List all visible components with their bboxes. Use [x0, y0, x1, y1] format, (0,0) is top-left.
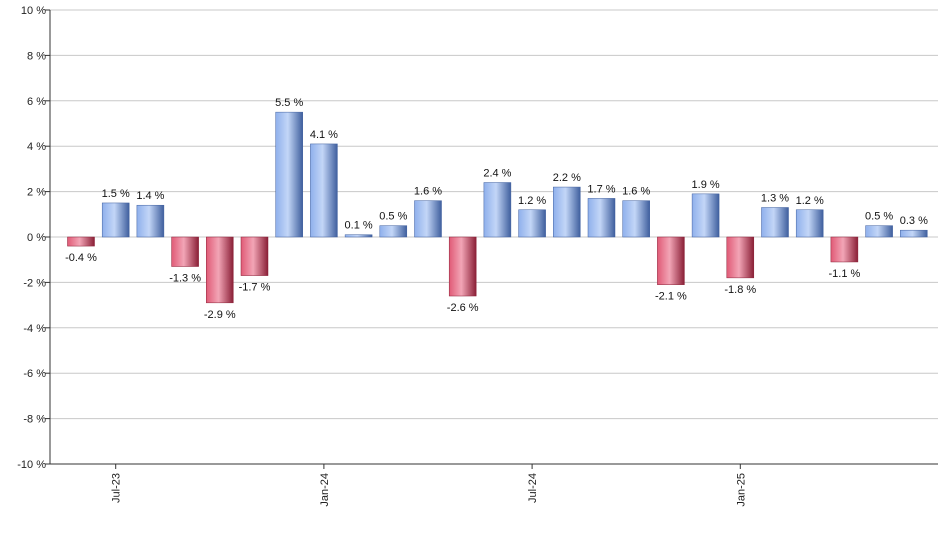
y-tick-label: -4 % [23, 323, 46, 335]
bar-nov-23 [240, 236, 269, 276]
x-tick-label: Jul-23 [111, 473, 123, 503]
data-label: 0.3 % [900, 215, 928, 227]
bar-sep-23 [171, 236, 199, 267]
y-tick-label: -8 % [23, 414, 46, 426]
x-tick-label: Jan-24 [319, 473, 331, 507]
bar-oct-24 [622, 200, 650, 238]
data-labels: -0.4 % 1.5 % 1.4 % -1.3 % -2.9 % -1.7 % 5.5 % 4… [65, 97, 928, 321]
bar-jun-24 [483, 182, 512, 238]
data-label: 1.3 % [761, 192, 789, 204]
bar-jul-24 [518, 209, 546, 238]
data-label: 4.1 % [310, 129, 338, 141]
x-tick-label: Jan-25 [735, 473, 747, 507]
x-tick-label: Jul-24 [527, 473, 539, 503]
bar-nov-24 [657, 236, 685, 285]
bar-jan-25 [726, 236, 755, 279]
data-label: 0.5 % [865, 211, 893, 223]
y-tick-label: 2 % [27, 187, 46, 199]
bar-feb-24 [344, 234, 373, 238]
bar-oct-23 [206, 236, 234, 304]
y-tick-label: 10 % [21, 5, 46, 17]
data-label: 0.5 % [379, 211, 407, 223]
y-axis-ticks: 10 % 8 % 6 % 4 % 2 % 0 % -2 % -4 % -6 % -8 % -10 % [17, 5, 50, 471]
data-label: 1.4 % [136, 190, 164, 202]
bar-jul-23 [101, 202, 130, 238]
bar-jun-25 [900, 229, 928, 238]
data-label: -1.1 % [829, 268, 861, 280]
data-label: 2.4 % [483, 168, 511, 180]
bar-sep-24 [587, 198, 616, 238]
data-label: 1.7 % [587, 183, 615, 195]
bar-aug-23 [136, 204, 165, 238]
data-label: 1.6 % [622, 186, 650, 198]
data-label: -2.9 % [204, 309, 236, 321]
y-tick-label: -10 % [17, 459, 46, 471]
bar-jan-24 [310, 143, 338, 238]
x-axis-ticks: Jul-23 Jan-24 Jul-24 Jan-25 [111, 464, 747, 507]
bar-apr-25 [830, 236, 859, 263]
bar-mar-25 [795, 209, 824, 238]
bar-dec-24 [691, 193, 720, 238]
data-label: 1.5 % [102, 188, 130, 200]
y-tick-label: 0 % [27, 232, 46, 244]
bar-may-24 [448, 236, 477, 297]
bar-may-25 [865, 225, 893, 238]
data-label: 1.6 % [414, 186, 442, 198]
data-label: 0.1 % [345, 220, 373, 232]
axes [49, 10, 938, 465]
bar-dec-23 [275, 111, 303, 238]
bar-jun-23 [67, 236, 95, 247]
bar-mar-24 [379, 225, 408, 238]
data-label: 5.5 % [275, 97, 303, 109]
bar-aug-24 [553, 186, 581, 238]
data-label: 2.2 % [553, 172, 581, 184]
y-tick-label: -2 % [23, 277, 46, 289]
data-label: -1.7 % [239, 282, 271, 294]
bars [67, 111, 928, 304]
data-label: 1.9 % [692, 179, 720, 191]
data-label: -1.8 % [724, 284, 756, 296]
y-tick-label: -6 % [23, 368, 46, 380]
y-tick-label: 8 % [27, 50, 46, 62]
data-label: 1.2 % [518, 195, 546, 207]
data-label: -0.4 % [65, 252, 97, 264]
bar-apr-24 [414, 200, 442, 238]
bar-feb-25 [761, 207, 789, 238]
y-tick-label: 4 % [27, 141, 46, 153]
data-label: -1.3 % [169, 273, 201, 285]
data-label: -2.6 % [447, 302, 479, 314]
data-label: -2.1 % [655, 291, 687, 303]
data-label: 1.2 % [796, 195, 824, 207]
y-tick-label: 6 % [27, 96, 46, 108]
